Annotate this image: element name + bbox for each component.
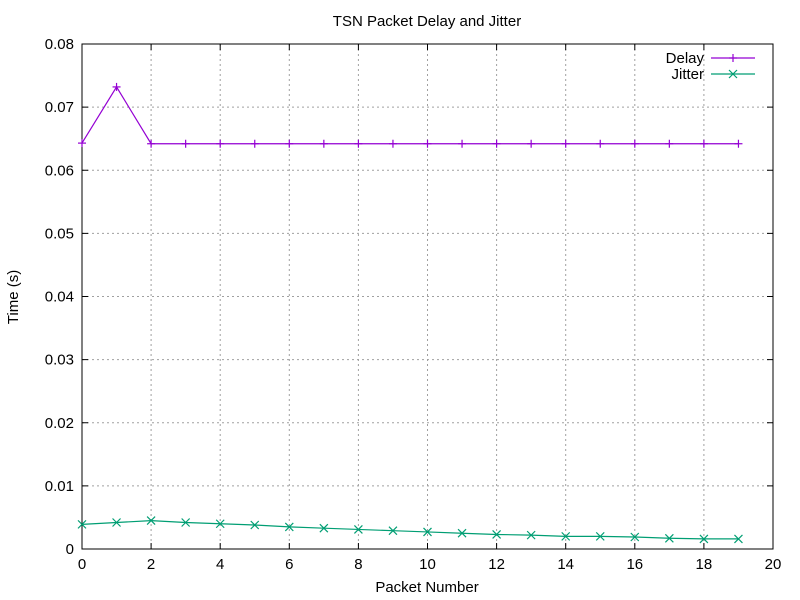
- data-point-delay: [665, 139, 674, 148]
- x-tick-label: 2: [147, 556, 155, 573]
- data-point-delay: [458, 139, 467, 148]
- data-point-delay: [285, 139, 294, 148]
- data-point-jitter: [699, 534, 709, 544]
- data-point-jitter: [595, 531, 605, 541]
- data-point-jitter: [112, 518, 121, 527]
- data-point-jitter: [353, 525, 363, 534]
- y-tick-label: 0.04: [45, 289, 74, 306]
- data-point-jitter: [77, 519, 87, 529]
- data-point-delay: [527, 139, 536, 148]
- data-point-jitter: [457, 528, 467, 538]
- x-axis-label: Packet Number: [375, 579, 478, 596]
- legend-marker-delay: [729, 54, 737, 62]
- data-point-delay: [423, 139, 432, 148]
- y-tick-label: 0.06: [45, 162, 74, 179]
- data-point-delay: [388, 139, 397, 148]
- data-point-delay: [147, 139, 156, 148]
- x-tick-label: 18: [696, 556, 713, 573]
- legend-label-jitter: Jitter: [671, 66, 704, 83]
- legend-label-delay: Delay: [666, 50, 705, 67]
- data-point-jitter: [423, 527, 432, 537]
- data-point-delay: [319, 139, 328, 148]
- data-point-delay: [734, 139, 743, 148]
- legend-marker-jitter: [728, 69, 738, 79]
- chart-title: TSN Packet Delay and Jitter: [333, 13, 521, 30]
- data-point-delay: [216, 139, 225, 148]
- data-point-jitter: [630, 532, 640, 542]
- data-point-jitter: [319, 523, 329, 533]
- x-tick-label: 20: [765, 556, 782, 573]
- data-point-delay: [596, 139, 605, 148]
- data-point-jitter: [561, 531, 571, 541]
- y-tick-label: 0.08: [45, 36, 74, 53]
- y-axis-label: Time (s): [5, 270, 22, 324]
- data-point-delay: [181, 139, 190, 148]
- y-tick-label: 0.05: [45, 225, 74, 242]
- data-point-delay: [112, 82, 121, 91]
- data-point-delay: [699, 139, 708, 148]
- data-point-jitter: [250, 520, 260, 530]
- data-point-delay: [78, 139, 86, 148]
- series-line-jitter: [81, 519, 739, 540]
- x-tick-label: 16: [626, 556, 643, 573]
- data-point-jitter: [734, 534, 743, 544]
- x-tick-label: 6: [285, 556, 293, 573]
- data-point-jitter: [215, 519, 225, 529]
- y-tick-label: 0.02: [45, 415, 74, 432]
- grid: [82, 44, 773, 549]
- data-point-jitter: [388, 526, 398, 536]
- series-layer: [77, 82, 743, 544]
- data-point-delay: [561, 139, 570, 148]
- y-tick-label: 0.01: [45, 478, 74, 495]
- data-point-jitter: [492, 530, 502, 539]
- data-point-jitter: [146, 516, 156, 526]
- data-point-jitter: [664, 533, 674, 543]
- x-tick-label: 8: [354, 556, 362, 573]
- y-tick-label: 0: [66, 541, 74, 558]
- y-tick-label: 0.03: [45, 352, 74, 369]
- data-point-delay: [354, 139, 363, 148]
- data-point-jitter: [284, 522, 294, 532]
- axis-ticks: 0 2 4 6 8 10 12 14 16 18 20 0 0.01 0.02 0.03 0.04 0.05 0.…: [45, 36, 782, 573]
- data-point-delay: [492, 139, 501, 148]
- x-tick-label: 0: [78, 556, 86, 573]
- data-point-delay: [250, 139, 259, 148]
- x-tick-label: 10: [419, 556, 436, 573]
- y-tick-label: 0.07: [45, 99, 74, 116]
- x-tick-label: 14: [557, 556, 574, 573]
- data-point-delay: [630, 139, 639, 148]
- series-line-delay: [81, 85, 739, 145]
- data-point-jitter: [181, 518, 191, 527]
- x-tick-label: 12: [488, 556, 505, 573]
- data-point-jitter: [526, 530, 536, 540]
- x-tick-label: 4: [216, 556, 224, 573]
